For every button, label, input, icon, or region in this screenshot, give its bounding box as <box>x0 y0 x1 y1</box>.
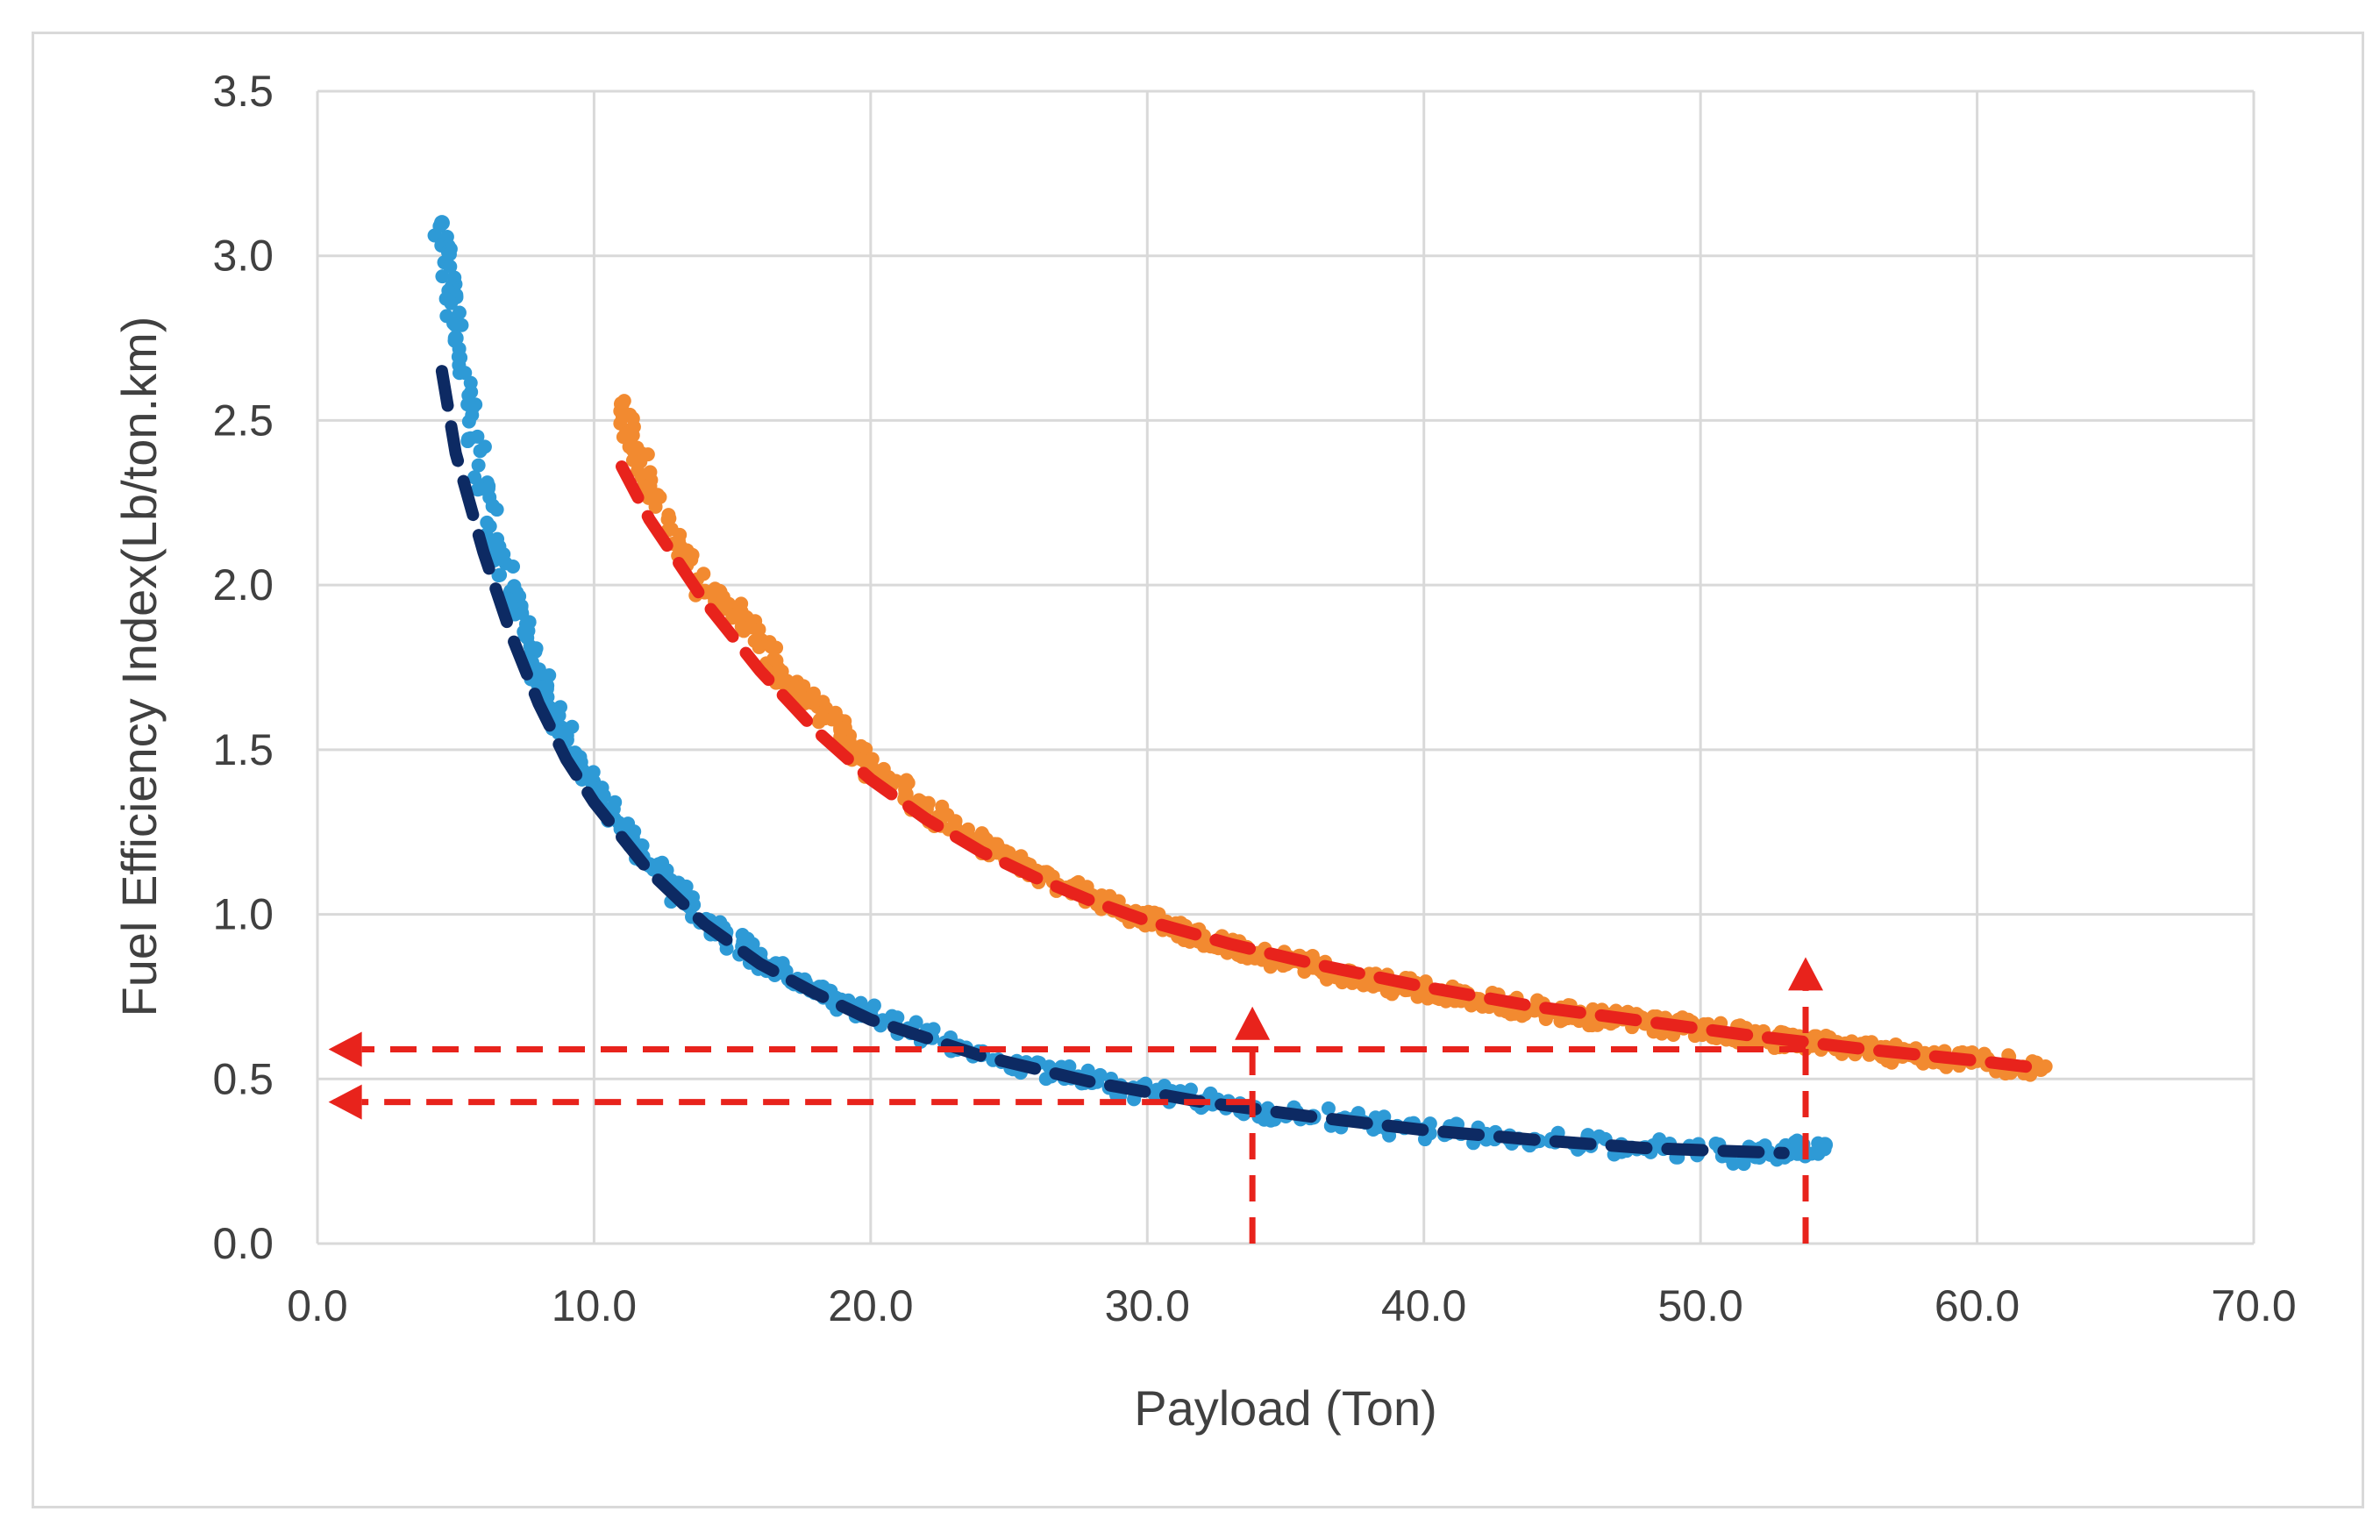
scatter-point <box>1038 1072 1053 1087</box>
scatter-point <box>719 941 734 956</box>
scatter-point <box>1385 987 1400 1002</box>
scatter-point <box>443 260 458 274</box>
scatter-point <box>559 728 574 743</box>
reference-arrow-head <box>328 1084 362 1120</box>
series-layer <box>427 215 2053 1172</box>
scatter-point <box>769 640 784 655</box>
scatter-point <box>473 481 488 496</box>
scatter-point <box>752 639 766 654</box>
scatter-point <box>586 765 601 780</box>
scatter-point <box>926 1022 941 1037</box>
x-tick-label: 60.0 <box>1935 1281 2020 1330</box>
scatter-point <box>652 489 667 504</box>
scatter-point <box>493 567 508 582</box>
scatter-point <box>909 1015 923 1030</box>
scatter-point <box>948 814 963 829</box>
scatter-point <box>596 788 611 803</box>
scatter-point <box>960 822 975 837</box>
scatter-point <box>792 685 807 700</box>
scatter-point <box>1321 1101 1336 1116</box>
scatter-point <box>1817 1137 1834 1153</box>
y-tick-label: 2.5 <box>212 396 274 445</box>
scatter-point <box>473 444 488 459</box>
x-tick-label: 40.0 <box>1381 1281 1466 1330</box>
x-tick-label: 20.0 <box>828 1281 913 1330</box>
scatter-point <box>461 414 476 429</box>
x-tick-label: 10.0 <box>552 1281 637 1330</box>
scatter-point <box>542 668 557 683</box>
scatter-point <box>775 959 790 973</box>
reference-arrow-head <box>1235 1006 1271 1040</box>
scatter-point <box>454 317 469 332</box>
scatter-point <box>488 534 503 549</box>
scatter-point <box>633 454 648 469</box>
scatter-point <box>1726 1156 1741 1171</box>
scatter-point <box>2033 1061 2049 1078</box>
scatter-point <box>435 269 450 284</box>
y-tick-label: 3.5 <box>212 67 274 116</box>
scatter-point <box>627 824 642 839</box>
y-axis-ticks: 0.0 0.5 1.0 1.5 2.0 2.5 3.0 3.5 <box>212 67 274 1268</box>
scatter-series-0 <box>427 215 1834 1172</box>
reference-arrow-head <box>328 1031 362 1067</box>
scatter-point <box>769 653 784 668</box>
scatter-point <box>518 617 533 631</box>
y-tick-label: 1.5 <box>212 725 274 774</box>
y-axis-title: Fuel Efficiency Index(Lb/ton.km) <box>111 317 167 1017</box>
scatter-point <box>574 754 588 769</box>
scatter-point <box>1263 959 1278 974</box>
scatter-point <box>506 559 521 574</box>
y-tick-label: 0.5 <box>212 1054 274 1103</box>
chart-frame <box>32 32 2364 1508</box>
scatter-point <box>529 641 544 656</box>
scatter-point <box>471 458 486 473</box>
x-axis-title: Payload (Ton) <box>1134 1380 1437 1436</box>
fit-line-1 <box>435 365 1790 1159</box>
scatter-point <box>752 622 766 637</box>
x-tick-label: 30.0 <box>1105 1281 1190 1330</box>
scatter-point <box>1790 1133 1805 1148</box>
fit-line-3 <box>616 460 2039 1074</box>
x-axis-ticks: 0.0 10.0 20.0 30.0 40.0 50.0 60.0 70.0 <box>287 1281 2296 1330</box>
x-tick-label: 50.0 <box>1657 1281 1742 1330</box>
scatter-point <box>1335 973 1350 988</box>
reference-lines <box>328 957 1824 1244</box>
scatter-point <box>1885 1055 1899 1070</box>
reference-arrow-head <box>1788 957 1824 991</box>
scatter-point <box>489 503 504 517</box>
scatter-point <box>901 775 916 790</box>
scatter-point <box>618 426 633 441</box>
scatter-point <box>696 567 711 581</box>
scatter-point <box>480 515 495 530</box>
y-tick-label: 0.0 <box>212 1219 274 1268</box>
y-tick-label: 3.0 <box>212 232 274 281</box>
scatter-point <box>442 246 457 261</box>
scatter-point <box>1045 869 1060 884</box>
scatter-point <box>1592 1129 1607 1144</box>
scatter-point <box>496 547 511 562</box>
scatter-point <box>898 786 913 801</box>
x-tick-label: 70.0 <box>2211 1281 2296 1330</box>
x-tick-label: 0.0 <box>287 1281 348 1330</box>
scatter-point <box>452 305 467 320</box>
scatter-point <box>463 431 478 446</box>
scatter-point <box>444 296 459 310</box>
scatter-point <box>1503 1007 1518 1022</box>
scatter-point <box>432 218 447 233</box>
y-tick-label: 1.0 <box>212 890 274 939</box>
scatter-point <box>625 411 640 426</box>
scatter-point <box>615 410 630 424</box>
y-tick-label: 2.0 <box>212 560 274 610</box>
scatter-point <box>890 1010 905 1025</box>
